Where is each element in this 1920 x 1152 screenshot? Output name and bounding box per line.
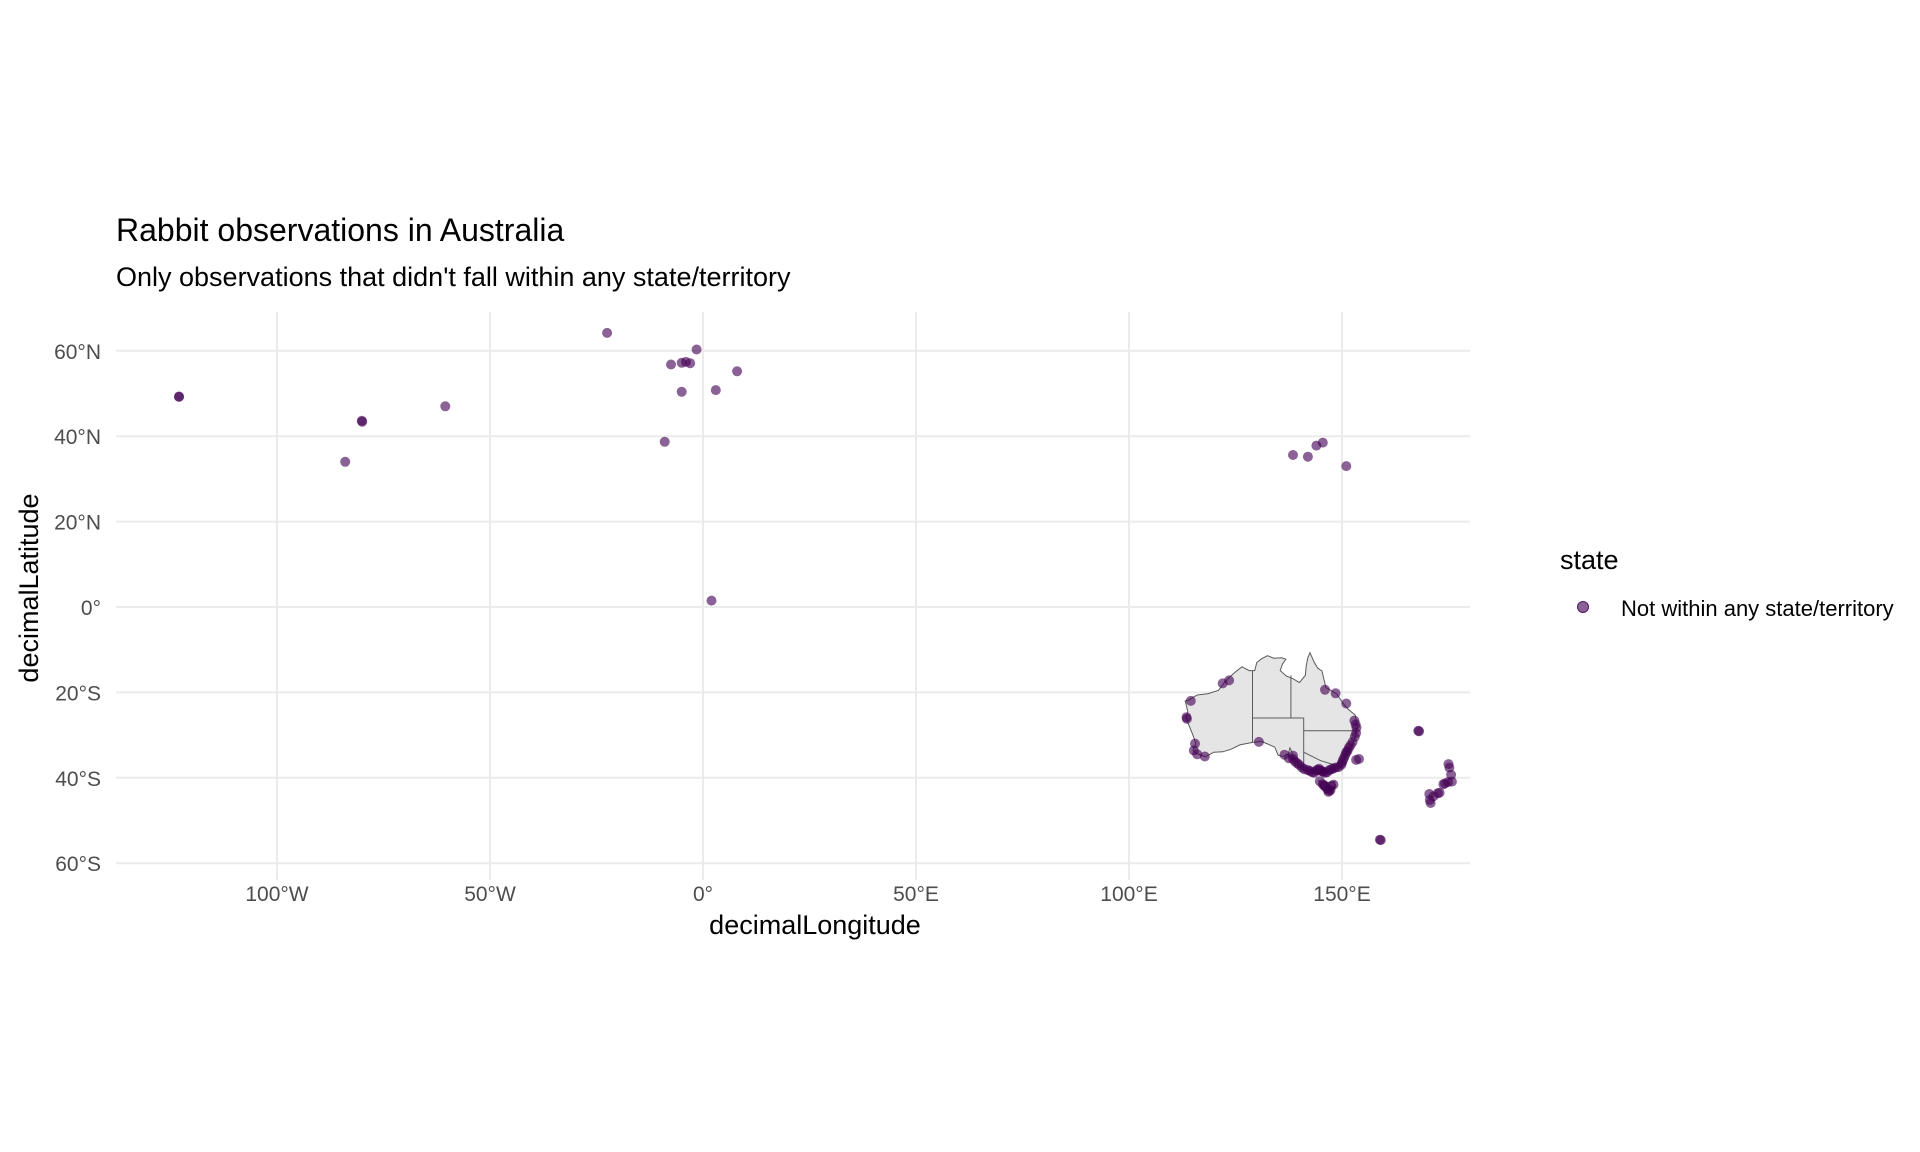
observation-point bbox=[1317, 437, 1328, 448]
observation-point bbox=[1434, 787, 1445, 798]
y-axis-label: decimalLatitude bbox=[14, 493, 44, 682]
chart-title: Rabbit observations in Australia bbox=[116, 212, 565, 248]
y-tick-label: 0° bbox=[81, 597, 101, 620]
x-tick-label: 0° bbox=[693, 883, 713, 906]
observation-point bbox=[691, 344, 702, 355]
observation-point bbox=[1375, 835, 1386, 846]
observation-point bbox=[1349, 715, 1360, 726]
legend-entry-label: Not within any state/territory bbox=[1621, 596, 1894, 621]
observation-point bbox=[1185, 695, 1196, 706]
y-tick-label: 40°S bbox=[55, 768, 101, 791]
observation-point bbox=[174, 391, 184, 402]
observation-point bbox=[1181, 713, 1192, 724]
observation-point bbox=[706, 595, 717, 606]
observation-point bbox=[1330, 688, 1341, 699]
observation-point bbox=[1288, 450, 1298, 460]
y-tick-label: 60°S bbox=[55, 853, 101, 876]
grid-lines bbox=[116, 312, 1470, 880]
observation-point bbox=[666, 359, 676, 370]
observation-point bbox=[1414, 726, 1425, 737]
chart-subtitle: Only observations that didn't fall withi… bbox=[116, 262, 791, 292]
y-tick-label: 60°N bbox=[54, 341, 101, 364]
observation-point bbox=[1192, 749, 1203, 760]
observation-point bbox=[440, 401, 451, 412]
y-axis-ticks: 60°N 40°N 20°N 0° 20°S 40°S 60°S bbox=[54, 341, 101, 876]
observation-point bbox=[1253, 736, 1264, 747]
observation-point bbox=[1224, 675, 1235, 686]
observation-point bbox=[1314, 776, 1325, 787]
observation-point bbox=[1302, 451, 1313, 462]
observation-point bbox=[1199, 751, 1210, 762]
observation-points bbox=[174, 327, 1457, 846]
observation-point bbox=[1341, 698, 1352, 709]
observation-point bbox=[1328, 779, 1339, 790]
x-axis-label: decimalLongitude bbox=[709, 910, 921, 940]
x-tick-label: 150°E bbox=[1313, 883, 1370, 906]
x-tick-label: 50°W bbox=[464, 883, 516, 906]
observation-point bbox=[602, 327, 613, 338]
observation-point bbox=[1341, 461, 1352, 472]
legend-title: state bbox=[1560, 545, 1619, 575]
observation-point bbox=[659, 436, 670, 447]
x-tick-label: 100°E bbox=[1100, 883, 1157, 906]
observation-point bbox=[1354, 754, 1364, 764]
observation-point bbox=[710, 385, 721, 396]
observation-point bbox=[676, 386, 687, 397]
x-tick-label: 100°W bbox=[245, 883, 308, 906]
y-tick-label: 40°N bbox=[54, 426, 101, 449]
y-tick-label: 20°N bbox=[54, 512, 101, 535]
y-tick-label: 20°S bbox=[55, 682, 101, 705]
observation-point bbox=[356, 415, 367, 426]
observation-point bbox=[340, 456, 351, 467]
australia-mainland bbox=[1184, 651, 1358, 775]
observation-point bbox=[1446, 776, 1457, 787]
x-axis-ticks: 100°W 50°W 0° 50°E 100°E 150°E bbox=[245, 883, 1370, 906]
legend-key-point bbox=[1577, 601, 1589, 613]
observation-point bbox=[732, 366, 743, 377]
observation-point bbox=[685, 358, 696, 369]
observation-point bbox=[1320, 684, 1330, 695]
x-tick-label: 50°E bbox=[893, 883, 939, 906]
